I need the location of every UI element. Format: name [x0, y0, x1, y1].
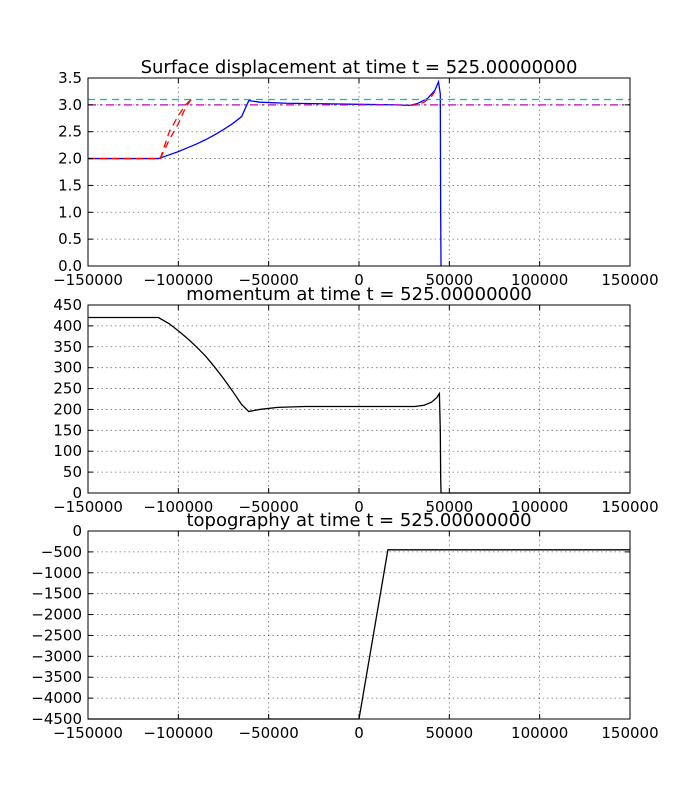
topography-chart: −150000 −100000 −50000 0 50000 100000 150000 −4…	[31, 510, 658, 742]
y-tick-label: 2.0	[58, 150, 82, 168]
x-tick-label: −100000	[143, 724, 213, 742]
y-tick-label: 300	[53, 359, 82, 377]
y-tick-label: 0.0	[58, 257, 82, 275]
x-tick-label: 100000	[511, 724, 568, 742]
x-tick-label: −50000	[239, 724, 299, 742]
x-tick-label: 0	[354, 498, 364, 516]
x-tick-label: 50000	[425, 498, 473, 516]
y-tick-label: 350	[53, 338, 82, 356]
y-tick-label: 400	[53, 317, 82, 335]
y-tick-label: −1000	[31, 564, 82, 582]
x-tick-label: 0	[354, 271, 364, 289]
y-tick-label: 3.0	[58, 96, 82, 114]
x-tick-label: −150000	[53, 498, 123, 516]
series-line-1	[88, 99, 192, 160]
y-tick-label: 0	[72, 484, 82, 502]
y-tick-label: −4500	[31, 710, 82, 728]
y-tick-label: 1.5	[58, 176, 82, 194]
y-tick-label: 250	[53, 380, 82, 398]
x-tick-label: −100000	[143, 498, 213, 516]
y-tick-label: −2000	[31, 606, 82, 624]
y-tick-label: −3500	[31, 668, 82, 686]
y-tick-label: 0.5	[58, 230, 82, 248]
x-tick-label: 150000	[601, 271, 658, 289]
series-line-5	[409, 91, 436, 107]
x-tick-label: 0	[354, 724, 364, 742]
series-line-4	[159, 99, 192, 159]
x-tick-label: −50000	[239, 271, 299, 289]
series-line-0	[88, 79, 442, 267]
y-tick-label: 1.0	[58, 203, 82, 221]
x-tick-label: 150000	[601, 724, 658, 742]
y-tick-label: 2.5	[58, 123, 82, 141]
x-tick-label: 50000	[425, 271, 473, 289]
y-tick-label: 450	[53, 296, 82, 314]
surface-chart: −150000 −100000 −50000 0 50000 100000 150000 0.…	[53, 57, 659, 289]
series-line-0	[88, 316, 630, 494]
y-tick-label: −4000	[31, 689, 82, 707]
x-tick-label: 50000	[425, 724, 473, 742]
x-tick-label: 150000	[601, 498, 658, 516]
chart-title: Surface displacement at time t = 525.000…	[141, 57, 578, 78]
y-tick-label: 3.5	[58, 69, 82, 87]
y-tick-label: 100	[53, 442, 82, 460]
x-tick-label: −50000	[239, 498, 299, 516]
y-tick-label: −500	[41, 543, 82, 561]
x-tick-label: −100000	[143, 271, 213, 289]
y-tick-label: −1500	[31, 585, 82, 603]
y-tick-label: 50	[63, 463, 82, 481]
y-tick-label: 0	[72, 522, 82, 540]
chart-title: topography at time t = 525.00000000	[186, 510, 531, 531]
y-tick-label: −2500	[31, 626, 82, 644]
x-tick-label: −150000	[53, 271, 123, 289]
y-tick-label: −3000	[31, 647, 82, 665]
y-tick-label: 200	[53, 400, 82, 418]
x-tick-label: 100000	[511, 498, 568, 516]
chart-title: momentum at time t = 525.00000000	[186, 284, 532, 305]
x-tick-label: −150000	[53, 724, 123, 742]
momentum-chart: −150000 −100000 −50000 0 50000 100000 150000 0 5…	[53, 284, 659, 516]
y-tick-label: 150	[53, 421, 82, 439]
x-tick-label: 100000	[511, 271, 568, 289]
